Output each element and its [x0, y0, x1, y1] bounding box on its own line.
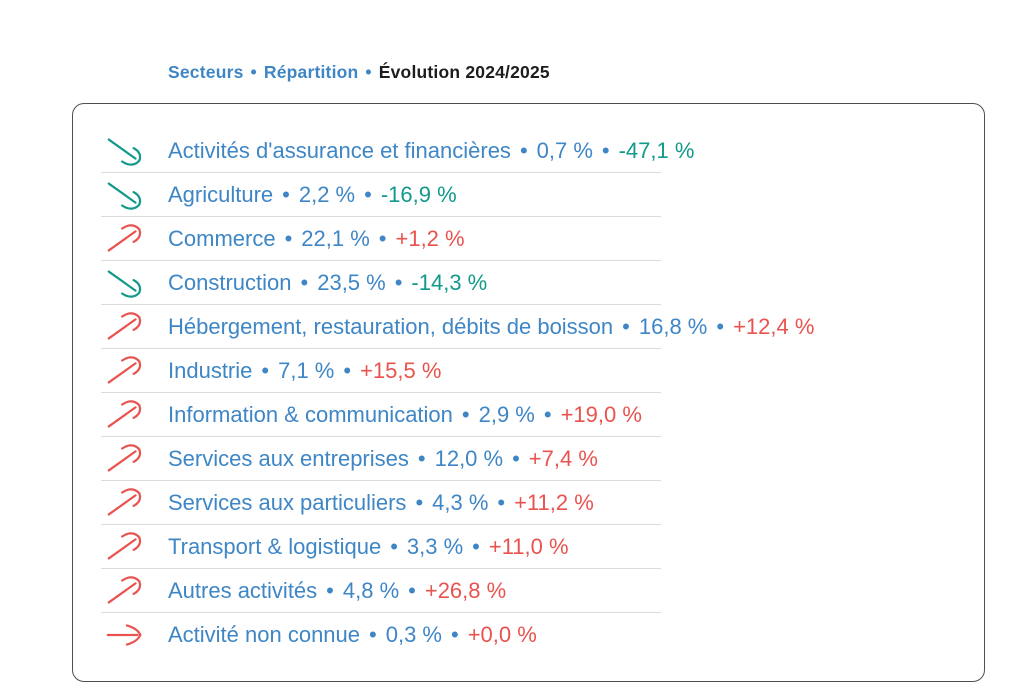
- bullet-separator: •: [461, 402, 470, 427]
- sector-evolution: -14,3 %: [411, 270, 488, 295]
- bullet-separator: •: [408, 578, 416, 603]
- trend-up-icon: [104, 310, 146, 344]
- bullet-separator: •: [394, 270, 403, 295]
- sector-evolution: -47,1 %: [618, 138, 695, 163]
- caption-line: Secteurs • Répartition • Évolution 2024/2025: [168, 62, 550, 83]
- sector-share: 2,2 %: [298, 182, 356, 207]
- bullet-separator: •: [284, 226, 293, 251]
- sector-name: Activités d'assurance et financières: [168, 138, 511, 163]
- sector-name: Construction: [168, 270, 292, 295]
- sector-row: Construction • 23,5 % • -14,3 %: [73, 261, 984, 305]
- trend-up-icon: [104, 574, 146, 608]
- trend-flat-icon: [104, 618, 146, 652]
- sector-row: Services aux entreprises • 12,0 % • +7,4…: [73, 437, 984, 481]
- sector-name: Commerce: [168, 226, 276, 251]
- bullet-separator: •: [417, 446, 426, 471]
- sector-share: 4,3 %: [432, 490, 489, 515]
- bullet-separator: •: [300, 270, 309, 295]
- sector-evolution: +19,0 %: [560, 402, 642, 427]
- bullet-separator: •: [622, 314, 630, 339]
- sector-evolution: +1,2 %: [395, 226, 465, 251]
- bullet-separator: •: [519, 138, 528, 163]
- bullet-separator: •: [364, 182, 372, 207]
- sector-share: 3,3 %: [406, 534, 464, 559]
- sector-share: 2,9 %: [478, 402, 535, 427]
- sector-row: Activité non connue • 0,3 % • +0,0 %: [73, 613, 984, 657]
- sector-share: 22,1 %: [301, 226, 370, 251]
- sector-name: Agriculture: [168, 182, 274, 207]
- sector-share: 4,8 %: [342, 578, 400, 603]
- bullet-separator: •: [261, 358, 270, 383]
- bullet-separator: •: [512, 446, 520, 471]
- sector-row: Industrie • 7,1 % • +15,5 %: [73, 349, 984, 393]
- sector-row: Commerce • 22,1 % • +1,2 %: [73, 217, 984, 261]
- bullet-separator: •: [601, 138, 610, 163]
- trend-up-icon: [104, 222, 146, 256]
- sector-evolution: +0,0 %: [467, 622, 537, 647]
- sector-name: Services aux particuliers: [168, 490, 407, 515]
- sector-evolution: +11,2 %: [514, 490, 594, 515]
- bullet-separator: •: [378, 226, 387, 251]
- sector-evolution: +12,4 %: [733, 314, 815, 339]
- caption-evolution-label: Évolution 2024/2025: [378, 62, 550, 82]
- sector-share: 7,1 %: [278, 358, 335, 383]
- trend-up-icon: [104, 354, 146, 388]
- sector-share: 16,8 %: [638, 314, 708, 339]
- trend-up-icon: [104, 486, 146, 520]
- bullet-separator: •: [390, 534, 398, 559]
- caption-secteurs-link[interactable]: Secteurs: [168, 62, 244, 82]
- sector-evolution: +11,0 %: [488, 534, 569, 559]
- sector-name: Information & communication: [168, 402, 453, 427]
- sector-evolution: -16,9 %: [380, 182, 457, 207]
- sector-evolution: +15,5 %: [360, 358, 442, 383]
- sector-row: Information & communication • 2,9 % • +1…: [73, 393, 984, 437]
- bullet-separator: •: [543, 402, 552, 427]
- trend-down-icon: [104, 266, 146, 300]
- trend-up-icon: [104, 530, 146, 564]
- sector-row: Hébergement, restauration, débits de boi…: [73, 305, 984, 349]
- sector-share: 0,7 %: [536, 138, 593, 163]
- bullet-separator: •: [326, 578, 334, 603]
- bullet-separator: •: [716, 314, 725, 339]
- caption-separator: •: [365, 62, 372, 82]
- sector-share: 12,0 %: [434, 446, 504, 471]
- trend-down-icon: [104, 134, 146, 168]
- bullet-separator: •: [415, 490, 424, 515]
- sector-evolution: +26,8 %: [424, 578, 507, 603]
- caption-repartition-link[interactable]: Répartition: [263, 62, 359, 82]
- sector-row: Activités d'assurance et financières • 0…: [73, 129, 984, 173]
- bullet-separator: •: [451, 622, 459, 647]
- sector-row: Transport & logistique • 3,3 % • +11,0 %: [73, 525, 984, 569]
- bullet-separator: •: [472, 534, 480, 559]
- sectors-panel: Activités d'assurance et financières • 0…: [72, 103, 985, 682]
- bullet-separator: •: [282, 182, 290, 207]
- sector-row: Autres activités • 4,8 % • +26,8 %: [73, 569, 984, 613]
- sector-name: Industrie: [168, 358, 253, 383]
- sector-name: Activité non connue: [168, 622, 361, 647]
- sector-name: Transport & logistique: [168, 534, 382, 559]
- trend-up-icon: [104, 442, 146, 476]
- sector-evolution: +7,4 %: [528, 446, 598, 471]
- trend-up-icon: [104, 398, 146, 432]
- sector-row: Agriculture • 2,2 % • -16,9 %: [73, 173, 984, 217]
- bullet-separator: •: [343, 358, 352, 383]
- bullet-separator: •: [497, 490, 506, 515]
- sector-row: Services aux particuliers • 4,3 % • +11,…: [73, 481, 984, 525]
- sector-name: Services aux entreprises: [168, 446, 409, 471]
- caption-separator: •: [250, 62, 257, 82]
- sector-name: Autres activités: [168, 578, 318, 603]
- trend-down-icon: [104, 178, 146, 212]
- sector-name: Hébergement, restauration, débits de boi…: [168, 314, 614, 339]
- bullet-separator: •: [369, 622, 377, 647]
- sector-share: 0,3 %: [385, 622, 442, 647]
- sector-share: 23,5 %: [317, 270, 386, 295]
